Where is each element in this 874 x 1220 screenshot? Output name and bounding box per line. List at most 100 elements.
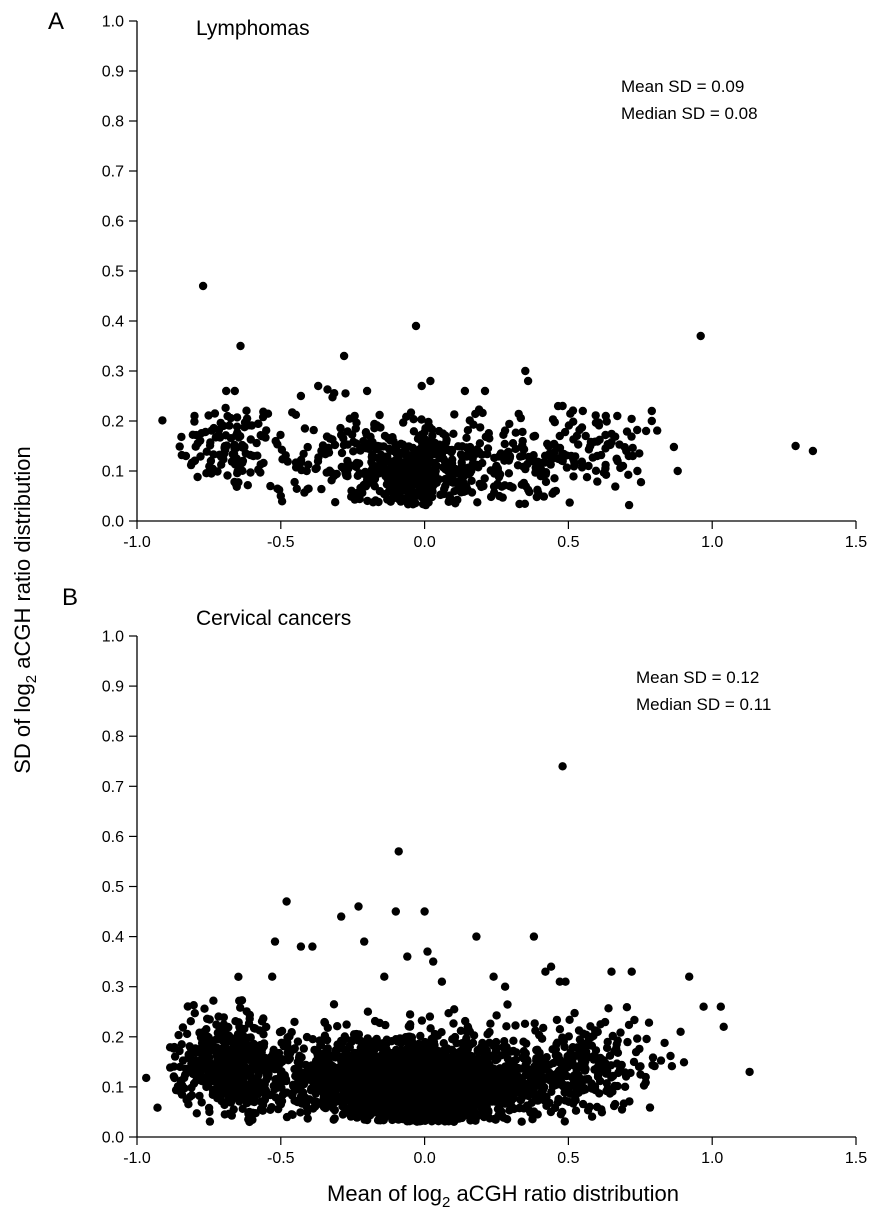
y-tick-label: 0.7 (102, 779, 124, 796)
panel-b-points (142, 762, 754, 1127)
cloud-point (594, 418, 603, 427)
cloud-point (277, 1083, 286, 1092)
cloud-point (317, 1057, 326, 1066)
cloud-point (359, 480, 368, 490)
cloud-point (300, 488, 309, 497)
data-point (437, 977, 447, 986)
cloud-point (142, 1073, 151, 1083)
cloud-point (404, 1032, 413, 1042)
cloud-point (245, 1010, 254, 1020)
cloud-point (258, 1098, 268, 1108)
cloud-point (321, 450, 330, 459)
cloud-point (333, 1021, 342, 1031)
cloud-point (633, 425, 642, 435)
cloud-point (468, 1108, 477, 1117)
cloud-point (541, 477, 551, 487)
data-point (308, 942, 317, 951)
data-point (362, 386, 372, 396)
cloud-point (397, 1100, 406, 1109)
cloud-point (518, 451, 528, 460)
cloud-point (461, 1048, 470, 1057)
cloud-point (497, 1051, 506, 1060)
cloud-point (568, 406, 578, 415)
cloud-point (505, 452, 515, 461)
cloud-point (526, 1075, 536, 1084)
cloud-point (369, 479, 378, 489)
cloud-point (283, 457, 292, 466)
cloud-point (521, 462, 530, 471)
cloud-point (507, 1102, 516, 1111)
data-point (423, 947, 432, 956)
data-point (411, 321, 421, 331)
cloud-point (540, 451, 550, 460)
cloud-point (272, 1075, 281, 1084)
cloud-point (549, 439, 559, 449)
y-tick-label: 0.4 (102, 929, 124, 946)
cloud-point (580, 1040, 589, 1049)
cloud-point (425, 452, 434, 462)
cloud-point (399, 1092, 408, 1102)
panel-b-title: Cervical cancers (196, 607, 351, 630)
cloud-point (560, 1117, 569, 1126)
data-point (719, 1022, 728, 1031)
cloud-point (630, 1015, 639, 1025)
cloud-point (260, 1053, 269, 1063)
cloud-point (348, 1053, 357, 1062)
cloud-point (300, 1079, 309, 1088)
cloud-point (417, 415, 426, 424)
cloud-point (409, 1061, 418, 1070)
cloud-point (604, 1004, 613, 1013)
cloud-point (611, 482, 620, 491)
cloud-point (256, 468, 265, 477)
cloud-point (520, 1019, 530, 1028)
cloud-point (214, 1064, 223, 1074)
cloud-point (466, 1063, 475, 1073)
data-point (354, 902, 363, 911)
cloud-point (565, 1015, 574, 1024)
panel-a-mean-sd: Mean SD = 0.09 (621, 77, 744, 96)
cloud-point (206, 438, 215, 447)
cloud-point (227, 1111, 236, 1120)
y-tick-label: 0.6 (102, 214, 124, 231)
cloud-point (450, 1091, 459, 1100)
cloud-point (343, 1084, 352, 1093)
cloud-point (548, 415, 558, 424)
cloud-point (176, 1076, 186, 1086)
y-tick-label: 1.0 (102, 629, 124, 646)
cloud-point (374, 497, 383, 507)
data-point (601, 411, 610, 421)
cloud-point (440, 484, 449, 494)
cloud-point (539, 1023, 548, 1033)
cloud-point (656, 1056, 666, 1065)
cloud-point (468, 459, 477, 468)
data-point (371, 1062, 380, 1072)
cloud-point (648, 1053, 658, 1062)
cloud-point (462, 452, 471, 461)
data-point (314, 381, 323, 391)
cloud-point (303, 1107, 312, 1117)
cloud-point (479, 1049, 488, 1058)
cloud-point (330, 389, 339, 398)
cloud-point (593, 1027, 602, 1037)
y-tick-label: 0.9 (102, 64, 124, 81)
cloud-point (441, 1082, 450, 1092)
cloud-point (469, 420, 478, 429)
cloud-point (326, 467, 335, 477)
cloud-point (169, 1062, 179, 1071)
cloud-point (296, 1108, 305, 1117)
cloud-point (383, 495, 392, 504)
cloud-point (455, 480, 464, 489)
cloud-point (190, 1009, 199, 1018)
cloud-point (669, 442, 679, 452)
data-point (607, 967, 616, 976)
cloud-point (412, 1117, 422, 1126)
cloud-point (571, 1106, 581, 1115)
panel-b-median-sd: Median SD = 0.11 (636, 695, 771, 714)
cloud-point (461, 1026, 471, 1036)
cloud-point (329, 1079, 338, 1088)
cloud-point (318, 441, 328, 450)
cloud-point (364, 1093, 373, 1103)
cloud-point (593, 437, 602, 446)
y-tick-label: 0.5 (102, 264, 124, 281)
cloud-point (408, 443, 418, 453)
